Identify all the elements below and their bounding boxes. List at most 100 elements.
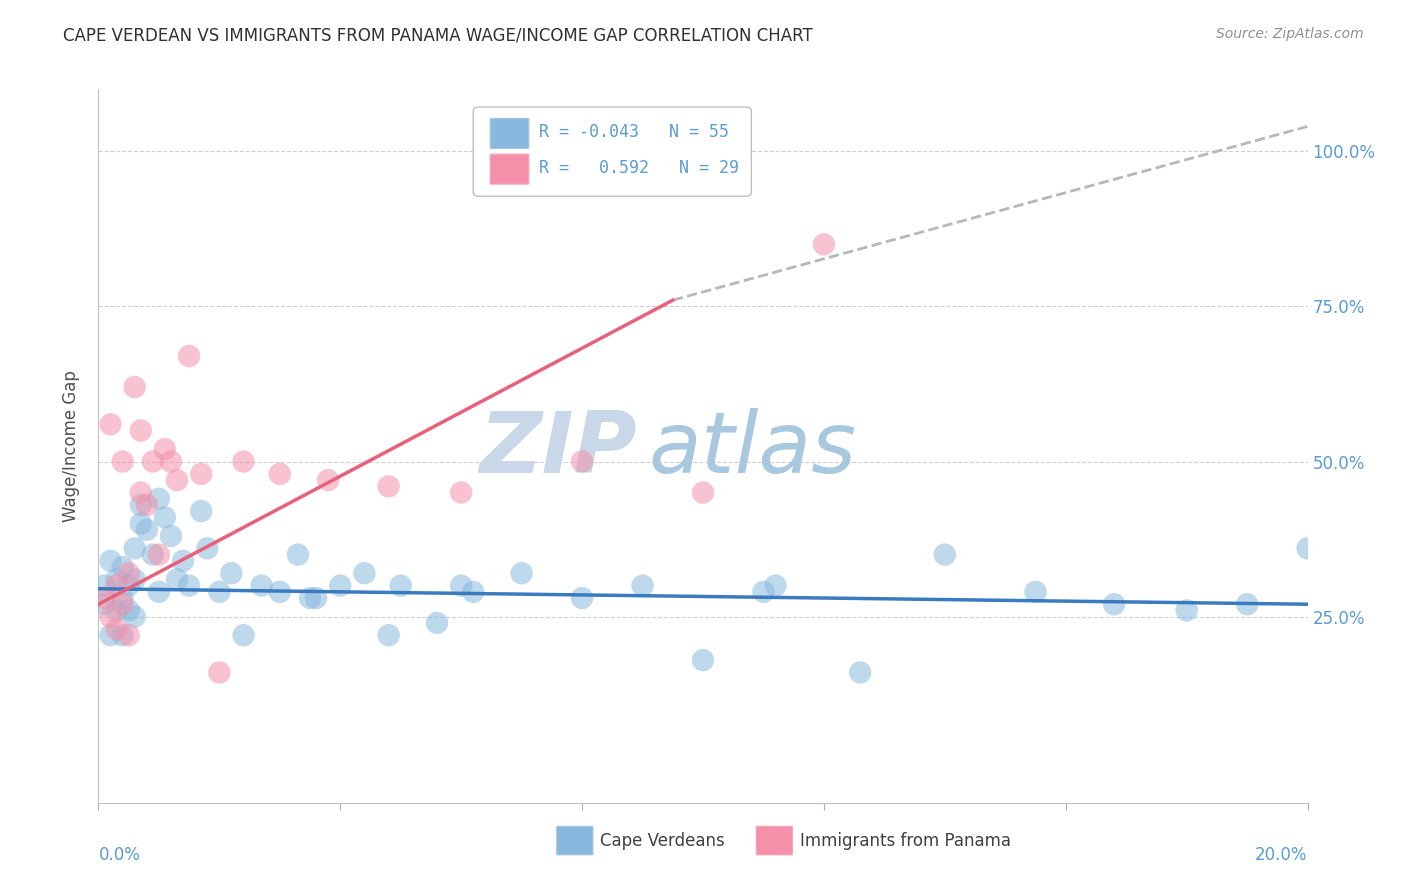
Point [316, 473, 339, 487]
Point [142, 548, 165, 562]
Point [269, 467, 291, 481]
Point [129, 485, 152, 500]
Point [111, 454, 134, 468]
FancyBboxPatch shape [474, 107, 751, 196]
Point [287, 548, 309, 562]
Point [377, 479, 399, 493]
Point [299, 591, 322, 605]
Point [105, 622, 128, 636]
Point [353, 566, 375, 581]
Point [124, 380, 146, 394]
Point [765, 579, 787, 593]
Point [389, 579, 412, 593]
Point [571, 591, 593, 605]
Point [124, 573, 146, 587]
Point [124, 609, 146, 624]
Point [129, 516, 152, 531]
Point [232, 454, 254, 468]
FancyBboxPatch shape [491, 119, 529, 148]
Point [221, 566, 243, 581]
Point [93, 579, 115, 593]
Point [111, 560, 134, 574]
Point [166, 573, 188, 587]
Point [118, 628, 141, 642]
Point [148, 491, 170, 506]
Text: CAPE VERDEAN VS IMMIGRANTS FROM PANAMA WAGE/INCOME GAP CORRELATION CHART: CAPE VERDEAN VS IMMIGRANTS FROM PANAMA W… [63, 27, 813, 45]
Point [190, 504, 212, 518]
Point [450, 579, 472, 593]
Point [129, 424, 152, 438]
Point [1296, 541, 1319, 556]
Point [148, 584, 170, 599]
Point [135, 523, 157, 537]
Point [105, 573, 128, 587]
Point [160, 454, 183, 468]
Point [752, 584, 775, 599]
FancyBboxPatch shape [557, 826, 593, 855]
Point [142, 454, 165, 468]
Point [118, 603, 141, 617]
Point [118, 579, 141, 593]
Point [105, 603, 128, 617]
Point [250, 579, 273, 593]
Point [118, 566, 141, 581]
Point [100, 417, 122, 432]
Point [172, 554, 194, 568]
Point [329, 579, 352, 593]
Point [179, 579, 201, 593]
Point [232, 628, 254, 642]
Point [129, 498, 152, 512]
Point [105, 579, 128, 593]
Point [166, 473, 188, 487]
Point [111, 597, 134, 611]
Point [692, 653, 714, 667]
Point [1175, 603, 1198, 617]
Point [135, 498, 157, 512]
Point [450, 485, 472, 500]
Point [426, 615, 449, 630]
Point [510, 566, 533, 581]
Text: 20.0%: 20.0% [1256, 847, 1308, 864]
Point [160, 529, 183, 543]
Point [1024, 584, 1046, 599]
Text: R = -0.043   N = 55: R = -0.043 N = 55 [538, 123, 728, 141]
Point [100, 628, 122, 642]
Point [463, 584, 485, 599]
Point [692, 485, 714, 500]
Point [179, 349, 201, 363]
Point [305, 591, 328, 605]
Text: Cape Verdeans: Cape Verdeans [600, 831, 725, 849]
FancyBboxPatch shape [756, 826, 793, 855]
Point [849, 665, 872, 680]
Point [153, 510, 176, 524]
Point [93, 591, 115, 605]
Point [934, 548, 956, 562]
Point [111, 628, 134, 642]
Point [1236, 597, 1258, 611]
Text: 0.0%: 0.0% [98, 847, 141, 864]
Text: R =   0.592   N = 29: R = 0.592 N = 29 [538, 160, 738, 178]
Text: atlas: atlas [648, 408, 856, 491]
Y-axis label: Wage/Income Gap: Wage/Income Gap [62, 370, 80, 522]
Point [208, 665, 231, 680]
Point [148, 548, 170, 562]
Point [153, 442, 176, 456]
FancyBboxPatch shape [491, 154, 529, 184]
Point [124, 541, 146, 556]
Point [100, 609, 122, 624]
Text: Source: ZipAtlas.com: Source: ZipAtlas.com [1216, 27, 1364, 41]
Point [93, 597, 115, 611]
Point [571, 454, 593, 468]
Point [111, 591, 134, 605]
Point [1102, 597, 1125, 611]
Point [269, 584, 291, 599]
Point [100, 554, 122, 568]
Point [631, 579, 654, 593]
Point [208, 584, 231, 599]
Point [190, 467, 212, 481]
Text: Immigrants from Panama: Immigrants from Panama [800, 831, 1011, 849]
Point [377, 628, 399, 642]
Point [813, 237, 835, 252]
Text: ZIP: ZIP [479, 408, 637, 491]
Point [195, 541, 218, 556]
